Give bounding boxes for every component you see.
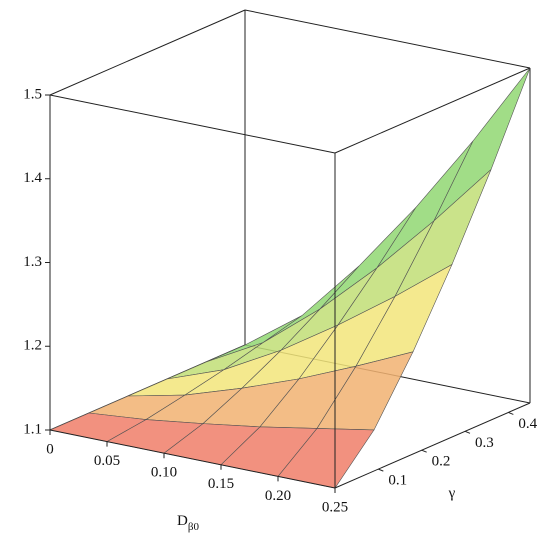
box-edge (49, 9, 246, 96)
x-tick-label: 0.20 (265, 488, 291, 504)
surface-patch (433, 67, 531, 222)
y-tick (464, 430, 471, 434)
x-axis-label: Dβ0 (177, 513, 199, 532)
box-edge (334, 402, 531, 489)
x-label-sub: β0 (188, 521, 200, 533)
x-tick-label: 0.15 (208, 476, 234, 492)
y-tick (508, 411, 514, 415)
box-edge (49, 94, 336, 154)
y-tick (421, 449, 427, 453)
y-tick-label: 0.3 (475, 435, 494, 451)
box-edge (334, 67, 531, 154)
z-tick-label: 1.1 (23, 421, 42, 437)
y-tick-label: 0.1 (388, 473, 407, 489)
y-tick (378, 468, 384, 472)
y-tick-label: 0.2 (432, 454, 451, 470)
x-label-main: D (177, 513, 188, 529)
x-tick-label: 0.10 (151, 465, 177, 481)
x-tick-label: 0.05 (94, 453, 120, 469)
z-tick-label: 1.2 (23, 338, 42, 354)
box-edge (244, 9, 531, 69)
box-edge (49, 429, 336, 489)
y-axis-label: γ (448, 485, 456, 501)
z-tick-label: 1.5 (23, 86, 42, 102)
y-tick-label: 0.4 (518, 416, 537, 432)
z-tick-label: 1.4 (23, 170, 42, 186)
z-tick-label: 1.3 (23, 254, 42, 270)
x-tick-label: 0 (46, 441, 54, 457)
x-tick-label: 0.25 (322, 499, 348, 515)
